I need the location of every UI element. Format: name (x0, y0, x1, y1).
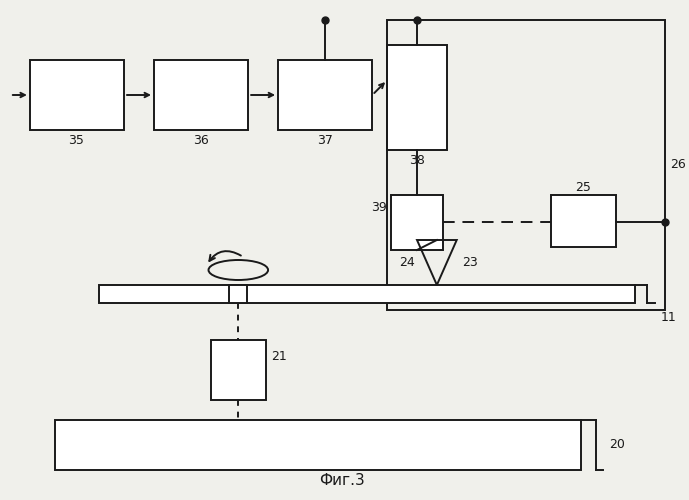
Text: 20: 20 (608, 438, 624, 452)
Bar (212, 340, 266, 400)
Bar (278, 60, 372, 130)
Bar (154, 60, 248, 130)
Text: 24: 24 (400, 256, 415, 270)
Bar (30, 60, 124, 130)
Text: 23: 23 (462, 256, 477, 270)
Text: Фиг.3: Фиг.3 (319, 473, 364, 488)
Bar (387, 45, 446, 150)
Text: 39: 39 (371, 201, 387, 214)
Text: 21: 21 (271, 350, 287, 363)
Bar (387, 20, 666, 310)
Text: 11: 11 (660, 311, 676, 324)
Bar (54, 420, 581, 470)
Bar (391, 195, 443, 250)
Text: 38: 38 (409, 154, 425, 167)
Bar (551, 195, 615, 247)
Text: 36: 36 (193, 134, 209, 147)
Text: 26: 26 (670, 158, 686, 172)
Text: 25: 25 (575, 181, 590, 194)
Bar (99, 285, 635, 303)
Text: 37: 37 (317, 134, 333, 147)
Text: 35: 35 (68, 134, 84, 147)
Bar (229, 285, 247, 303)
